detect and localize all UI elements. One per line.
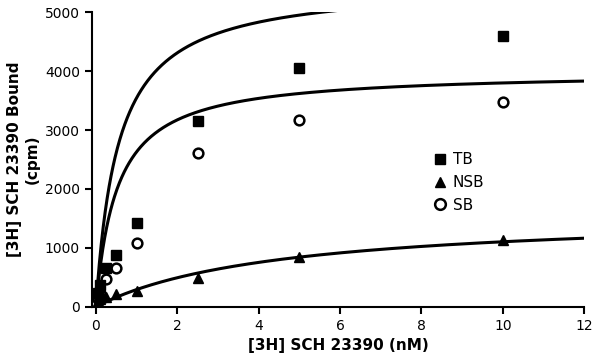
SB — [296, 117, 303, 122]
SB — [94, 297, 101, 301]
NSB — [499, 238, 506, 242]
SB — [499, 100, 506, 104]
X-axis label: [3H] SCH 23390 (nM): [3H] SCH 23390 (nM) — [248, 338, 428, 353]
NSB — [97, 297, 104, 301]
NSB — [133, 289, 140, 293]
Line: TB: TB — [93, 31, 508, 298]
TB — [94, 291, 101, 295]
SB — [103, 277, 110, 281]
TB — [133, 221, 140, 225]
Line: SB: SB — [93, 97, 508, 304]
NSB — [113, 292, 120, 296]
SB — [97, 291, 104, 295]
TB — [97, 283, 104, 287]
TB — [499, 34, 506, 38]
SB — [194, 150, 201, 155]
TB — [113, 253, 120, 258]
TB — [296, 66, 303, 70]
NSB — [103, 294, 110, 299]
TB — [194, 119, 201, 123]
SB — [133, 241, 140, 245]
NSB — [296, 255, 303, 259]
Line: NSB: NSB — [93, 235, 508, 306]
NSB — [194, 276, 201, 280]
Legend: TB, NSB, SB: TB, NSB, SB — [434, 153, 484, 213]
Y-axis label: [3H] SCH 23390 Bound
(cpm): [3H] SCH 23390 Bound (cpm) — [7, 62, 40, 257]
TB — [103, 266, 110, 271]
SB — [113, 266, 120, 271]
NSB — [94, 299, 101, 303]
